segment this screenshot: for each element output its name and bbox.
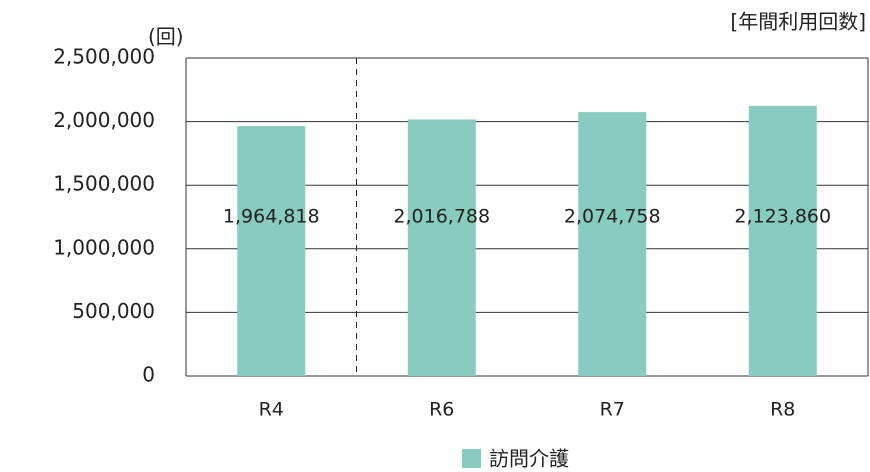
y-tick-label: 500,000 [72, 299, 155, 323]
bar [578, 112, 647, 376]
data-label: 1,964,818 [223, 206, 320, 228]
y-tick-label: 1,500,000 [53, 172, 155, 196]
x-tick-label: R8 [770, 399, 795, 421]
data-label: 2,016,788 [393, 206, 490, 228]
bar [748, 105, 817, 377]
y-unit: (回) [148, 25, 184, 49]
bar [407, 119, 476, 376]
data-label: 2,074,758 [564, 206, 661, 228]
x-tick-label: R4 [259, 399, 284, 421]
chart-title: [年間利用回数] [730, 10, 866, 34]
y-tick-label: 2,000,000 [53, 108, 155, 132]
x-tick-label: R7 [600, 399, 625, 421]
data-label: 2,123,860 [734, 206, 831, 228]
bar [237, 126, 306, 376]
x-tick-label: R6 [429, 399, 454, 421]
legend-swatch [462, 449, 481, 468]
y-tick-label: 2,500,000 [53, 45, 155, 69]
legend-label: 訪問介護 [489, 447, 569, 471]
y-tick-label: 1,000,000 [53, 235, 155, 259]
y-tick-label: 0 [142, 363, 155, 387]
